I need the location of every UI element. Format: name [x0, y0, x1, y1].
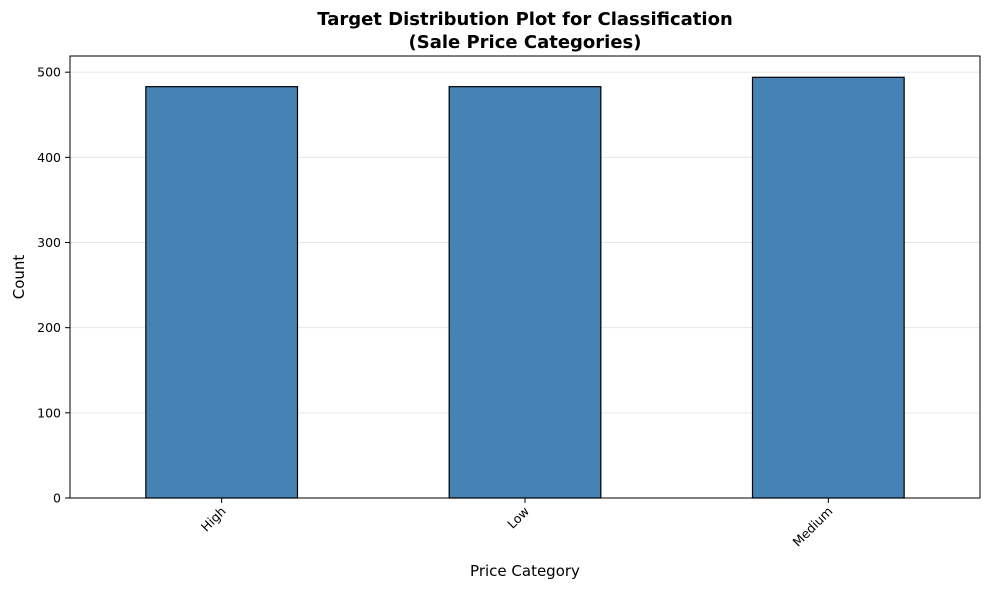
y-axis-ticks: 0 100 200 300 400 500 [37, 65, 70, 506]
y-tick-label: 100 [37, 405, 61, 420]
x-axis-ticks: High Low Medium [198, 498, 836, 550]
x-axis-label: Price Category [470, 562, 580, 580]
x-tick-label-medium: Medium [790, 504, 836, 550]
chart-title-line-1: Target Distribution Plot for Classificat… [317, 9, 733, 30]
x-tick-label-low: Low [504, 504, 532, 532]
y-tick-label: 400 [37, 150, 61, 165]
bar-medium [751, 76, 905, 499]
chart-title-line-2: (Sale Price Categories) [409, 32, 642, 53]
y-tick-label: 0 [53, 491, 61, 506]
bar-high [145, 86, 299, 499]
y-tick-label: 500 [37, 65, 61, 80]
y-tick-label: 300 [37, 235, 61, 250]
bars [145, 76, 905, 499]
bar-low [448, 86, 602, 499]
x-tick-label-high: High [198, 504, 229, 535]
y-axis-label: Count [10, 255, 28, 300]
y-tick-label: 200 [37, 320, 61, 335]
